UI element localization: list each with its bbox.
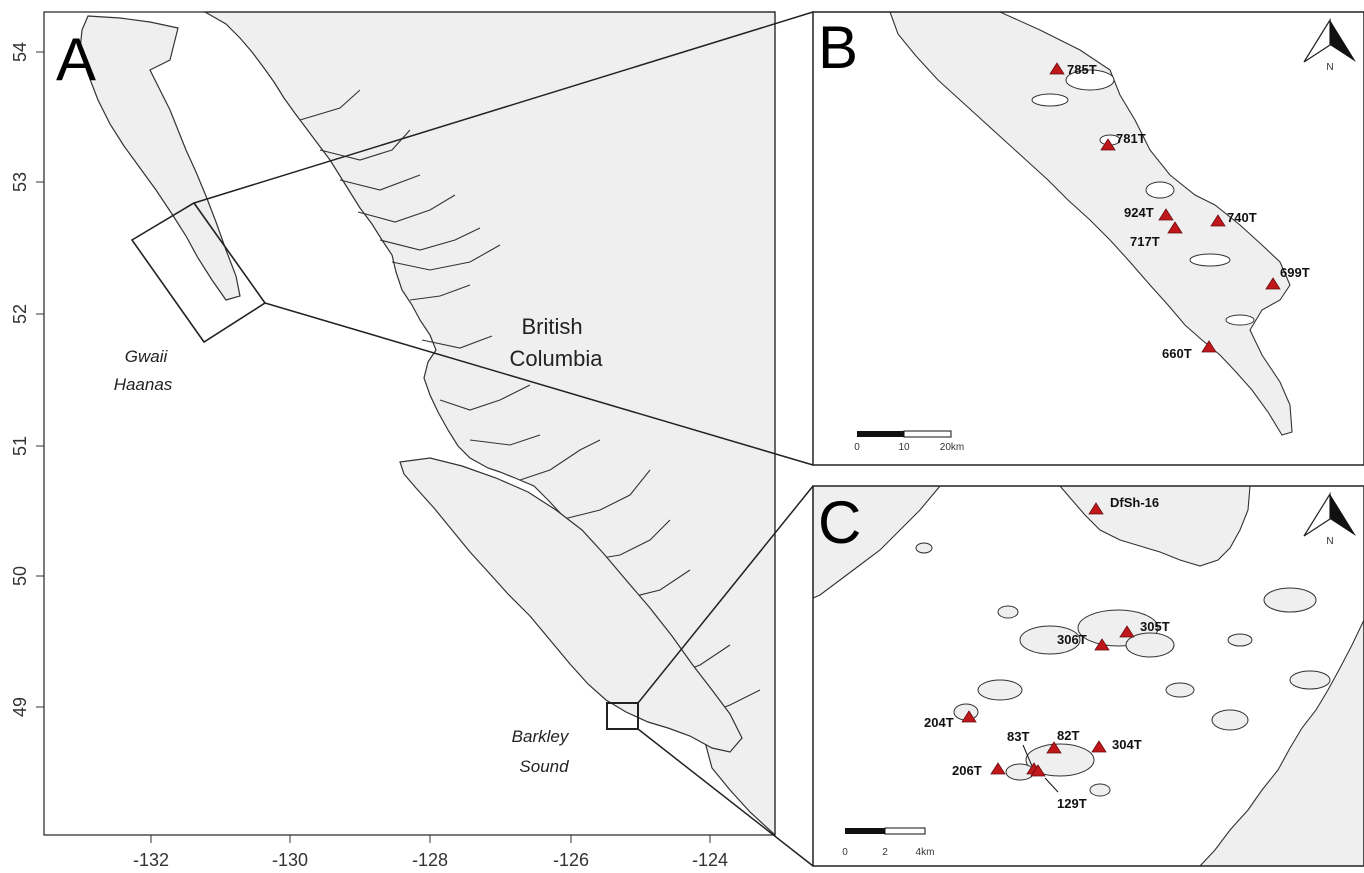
north-arrow-icon: N bbox=[1303, 491, 1356, 547]
y-tick-54: 54 bbox=[10, 42, 30, 62]
panel-b-islands bbox=[889, 11, 1293, 436]
site-label-304T: 304T bbox=[1112, 737, 1142, 752]
y-tick-49: 49 bbox=[10, 697, 30, 717]
panel-a-frame bbox=[43, 11, 776, 836]
marker-304T bbox=[1091, 740, 1107, 753]
x-tick-124: -124 bbox=[692, 850, 728, 870]
zoom-line-b-bottom bbox=[264, 302, 814, 466]
panel-c-frame bbox=[812, 485, 1364, 867]
site-label-206T: 206T bbox=[952, 763, 982, 778]
panel-c-east-coast bbox=[1198, 619, 1364, 867]
label-sound: Sound bbox=[519, 757, 569, 776]
site-label-924T: 924T bbox=[1124, 205, 1154, 220]
panel-b-inlets bbox=[1031, 69, 1255, 326]
x-axis-ticks bbox=[150, 835, 711, 843]
label-gwaii: Gwaii bbox=[125, 347, 169, 366]
label-columbia: Columbia bbox=[510, 346, 604, 371]
x-tick-126: -126 bbox=[553, 850, 589, 870]
site-label-82T: 82T bbox=[1057, 728, 1079, 743]
site-label-717T: 717T bbox=[1130, 234, 1160, 249]
y-tick-50: 50 bbox=[10, 566, 30, 586]
panel-c-north-coast bbox=[1058, 485, 1251, 567]
marker-204T bbox=[961, 710, 977, 723]
marker-660T bbox=[1201, 340, 1217, 353]
panel-label-c: C bbox=[818, 489, 861, 556]
label-haanas: Haanas bbox=[114, 375, 173, 394]
panel-label-a: A bbox=[56, 26, 96, 93]
panel-b-frame bbox=[812, 11, 1364, 466]
svg-text:N: N bbox=[1326, 62, 1333, 73]
site-label-306T: 306T bbox=[1057, 632, 1087, 647]
panel-c: C N DfSh-16 306T 305T 204T 83T 82T 304T bbox=[812, 485, 1364, 867]
svg-text:20km: 20km bbox=[940, 442, 964, 453]
marker-740T bbox=[1210, 214, 1226, 227]
scale-bar-c: 0 2 4km bbox=[842, 827, 935, 858]
marker-206T bbox=[990, 762, 1006, 775]
leader-129T bbox=[1044, 777, 1059, 793]
site-label-129T: 129T bbox=[1057, 796, 1087, 811]
site-label-305T: 305T bbox=[1140, 619, 1170, 634]
marker-699T bbox=[1265, 277, 1281, 290]
markers-b bbox=[1049, 62, 1281, 353]
y-axis-ticks bbox=[36, 51, 44, 708]
panel-label-b: B bbox=[818, 14, 858, 81]
zoom-line-c-bottom bbox=[637, 728, 814, 867]
haida-gwaii bbox=[79, 15, 241, 301]
marker-82T bbox=[1046, 741, 1062, 754]
site-label-660T: 660T bbox=[1162, 346, 1192, 361]
y-tick-53: 53 bbox=[10, 172, 30, 192]
x-tick-128: -128 bbox=[412, 850, 448, 870]
marker-DfSh-16 bbox=[1088, 502, 1104, 515]
leader-83T bbox=[1022, 744, 1033, 767]
svg-text:N: N bbox=[1326, 536, 1333, 547]
mainland-inlets bbox=[299, 89, 761, 721]
vancouver-island bbox=[399, 457, 743, 753]
site-label-740T: 740T bbox=[1227, 210, 1257, 225]
x-tick-130: -130 bbox=[272, 850, 308, 870]
label-barkley: Barkley bbox=[512, 727, 570, 746]
site-label-83T: 83T bbox=[1007, 729, 1029, 744]
marker-306T bbox=[1094, 638, 1110, 651]
markers-c bbox=[961, 502, 1135, 777]
site-label-DfSh-16: DfSh-16 bbox=[1110, 495, 1159, 510]
site-label-785T: 785T bbox=[1067, 62, 1097, 77]
panel-c-west-coast bbox=[812, 485, 942, 599]
marker-781T bbox=[1100, 138, 1116, 151]
svg-text:2: 2 bbox=[882, 847, 888, 858]
panel-a: 54 53 52 51 50 49 -132 -130 -128 -126 -1… bbox=[10, 11, 814, 870]
marker-717T bbox=[1167, 221, 1183, 234]
svg-text:0: 0 bbox=[842, 847, 848, 858]
scale-bar-b: 0 10 20km bbox=[854, 430, 964, 453]
marker-129T bbox=[1030, 764, 1046, 777]
y-tick-51: 51 bbox=[10, 436, 30, 456]
panel-b: B N 785T 781T 924T 740T 717T 699T 660T 0 bbox=[812, 11, 1364, 466]
north-arrow-icon: N bbox=[1303, 17, 1356, 73]
zoom-line-c-top bbox=[637, 485, 814, 704]
label-british: British bbox=[521, 314, 582, 339]
site-label-204T: 204T bbox=[924, 715, 954, 730]
barkley-sound-box bbox=[606, 702, 639, 730]
panel-c-islands bbox=[915, 542, 1331, 797]
marker-785T bbox=[1049, 62, 1065, 75]
site-label-781T: 781T bbox=[1116, 131, 1146, 146]
svg-text:4km: 4km bbox=[916, 847, 935, 858]
x-tick-132: -132 bbox=[133, 850, 169, 870]
svg-text:0: 0 bbox=[854, 442, 860, 453]
site-label-699T: 699T bbox=[1280, 265, 1310, 280]
marker-305T bbox=[1119, 625, 1135, 638]
marker-924T bbox=[1158, 208, 1174, 221]
svg-text:10: 10 bbox=[898, 442, 910, 453]
y-tick-52: 52 bbox=[10, 304, 30, 324]
zoom-line-b-top bbox=[193, 11, 814, 204]
